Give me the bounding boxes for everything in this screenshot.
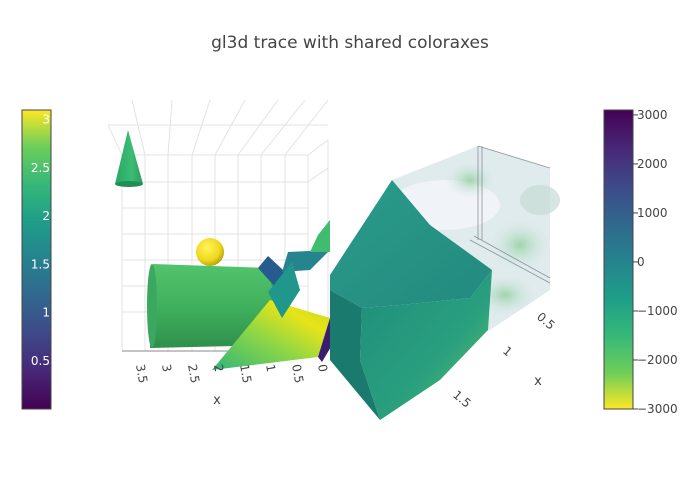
colorbar-tick-label: 3000: [637, 108, 668, 122]
right-x-tick-label: 0.5: [534, 310, 558, 333]
twisted-surface-trace[interactable]: [212, 220, 335, 370]
left-colorbar-ticks: 0.5 1 1.5 2 2.5 3: [31, 113, 50, 368]
left-scene[interactable]: 3.5 3 2.5 2 1.5 1 0.5 0 x: [107, 99, 335, 408]
colorbar-tick-label: 0.5: [31, 354, 50, 368]
colorbar-tick-label: 1.5: [31, 257, 50, 271]
left-x-tick-label: 1: [263, 363, 278, 373]
colorbar-tick-label: 1000: [637, 206, 668, 220]
left-x-tick-label: 3: [159, 363, 174, 373]
sphere-trace[interactable]: [196, 238, 224, 266]
colorbar-tick-label: 2: [42, 209, 50, 223]
left-x-tick-label: 0: [315, 363, 330, 373]
left-x-tick-label: 2.5: [185, 363, 202, 384]
left-x-tick-label: 0.5: [289, 363, 306, 384]
left-x-tick-labels: 3.5 3 2.5 2 1.5 1 0.5 0: [133, 363, 330, 384]
colorbar-tick-label: 3: [42, 113, 50, 127]
isosurface-trace[interactable]: [330, 180, 492, 420]
right-x-tick-label: 1: [500, 344, 515, 360]
colorbar-tick-label: 2000: [637, 157, 668, 171]
colorbar-tick-label: 0: [637, 255, 645, 269]
colorbar-tick-label: −3000: [637, 402, 678, 416]
right-colorbar[interactable]: 3000 2000 1000 0 −1000 −2000 −3000: [603, 108, 678, 416]
left-x-tick-label: 3.5: [133, 363, 150, 384]
colorbar-tick-label: −1000: [637, 304, 678, 318]
right-x-tick-label: 1.5: [450, 388, 474, 411]
right-x-axis-title: x: [534, 374, 542, 389]
colorbar-tick-label: 2.5: [31, 161, 50, 175]
right-scene[interactable]: 0.5 1 1.5 x: [330, 145, 560, 420]
chart-title: gl3d trace with shared coloraxes: [211, 33, 489, 53]
left-x-tick-label: 1.5: [237, 363, 254, 384]
left-x-axis-title: x: [213, 393, 221, 408]
colorbar-tick-label: −2000: [637, 353, 678, 367]
colorbar-tick-label: 1: [42, 306, 50, 320]
right-colorbar-ticks: 3000 2000 1000 0 −1000 −2000 −3000: [633, 108, 678, 416]
left-x-tick-label: 2: [211, 363, 226, 373]
left-colorbar[interactable]: 0.5 1 1.5 2 2.5 3: [21, 109, 52, 410]
cone-trace[interactable]: [115, 130, 143, 187]
